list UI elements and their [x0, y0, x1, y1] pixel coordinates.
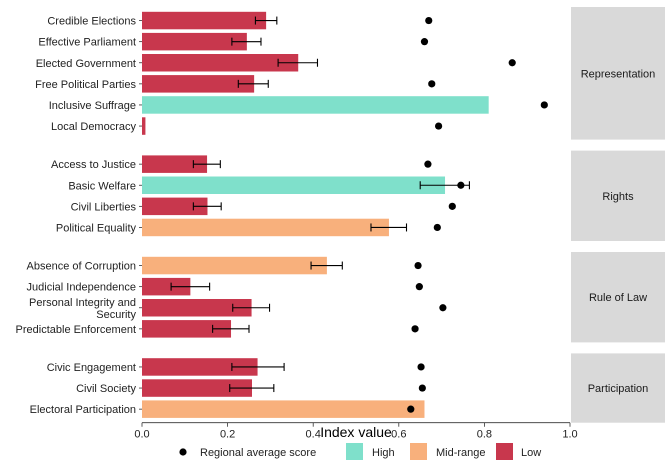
- panel-strip-label: Participation: [588, 383, 649, 395]
- bar: [142, 379, 252, 397]
- bar: [142, 11, 267, 30]
- average-point: [425, 16, 433, 25]
- bar: [142, 75, 255, 93]
- panel-strip: [571, 252, 665, 343]
- panels: Representation Credible Elections Effectiv…: [16, 7, 665, 423]
- x-tick-label: 0.0: [134, 429, 149, 441]
- panel-0: Representation Credible Elections Effectiv…: [35, 7, 665, 140]
- panel-strip: [571, 353, 665, 423]
- legend-label: Low: [521, 447, 541, 459]
- average-point: [439, 304, 447, 312]
- legend-point-label: Regional average score: [200, 447, 316, 459]
- bar: [142, 256, 327, 275]
- average-point: [424, 160, 432, 168]
- panel-1: Rights Access to Justice Basic Welfare Civi…: [51, 150, 665, 241]
- category-label: Basic Welfare: [68, 180, 136, 192]
- bar: [142, 197, 208, 216]
- category-label: Civil Liberties: [71, 201, 137, 213]
- bar: [142, 117, 146, 135]
- x-tick-label: 0.4: [306, 429, 321, 441]
- x-tick-label: 0.6: [391, 429, 406, 441]
- category-label: Access to Justice: [51, 159, 136, 171]
- legend-swatch: [346, 443, 363, 460]
- x-axis: 0.0 0.2 0.4 0.6 0.8 1.0: [134, 422, 578, 441]
- panel-strip-label: Representation: [581, 68, 656, 80]
- category-label: Inclusive Suffrage: [49, 100, 136, 112]
- bar: [142, 32, 247, 51]
- average-point: [414, 261, 422, 270]
- category-label: Absence of Corruption: [27, 261, 136, 273]
- category-label: Elected Government: [36, 58, 136, 70]
- panel-strip-label: Rights: [602, 191, 634, 203]
- x-axis-title: Index value: [320, 424, 392, 440]
- legend-point-key: [179, 448, 187, 456]
- category-label: Effective Parliament: [38, 37, 136, 49]
- average-point: [428, 80, 436, 88]
- panel-3: Participation Civic Engagement Civil Socie…: [30, 353, 665, 423]
- bar: [142, 96, 489, 114]
- average-point: [417, 363, 425, 371]
- bar: [142, 176, 446, 194]
- legend-swatch: [496, 443, 513, 460]
- category-label: Civic Engagement: [47, 362, 136, 374]
- legend-label: High: [372, 447, 395, 459]
- bar: [142, 320, 232, 338]
- bar: [142, 400, 425, 418]
- bar: [142, 358, 258, 376]
- average-point: [435, 122, 443, 130]
- category-label: Civil Society: [76, 383, 136, 395]
- panel-2: Rule of Law Absence of Corruption Judicial…: [16, 252, 665, 343]
- category-label: Political Equality: [56, 222, 137, 234]
- x-tick-label: 0.8: [477, 429, 492, 441]
- average-point: [411, 325, 419, 333]
- average-point: [418, 384, 426, 392]
- bar: [142, 155, 208, 173]
- legend-label: Mid-range: [436, 447, 486, 459]
- average-point: [433, 223, 441, 232]
- panel-strip: [571, 7, 665, 140]
- bar: [142, 299, 252, 317]
- average-point: [420, 38, 429, 46]
- average-point: [508, 59, 516, 67]
- average-point: [540, 101, 548, 109]
- panel-strip: [571, 150, 665, 241]
- category-label: Free Political Parties: [35, 79, 136, 91]
- x-tick-label: 0.2: [220, 429, 235, 441]
- bar: [142, 54, 299, 72]
- bar: [142, 218, 389, 237]
- average-point: [448, 202, 456, 210]
- category-label: Predictable Enforcement: [16, 324, 136, 336]
- average-point: [415, 283, 423, 291]
- bar: [142, 277, 191, 296]
- category-label: Credible Elections: [47, 16, 136, 28]
- category-label: Electoral Participation: [30, 404, 136, 416]
- category-label: Personal Integrity and Security: [29, 297, 137, 321]
- legend-swatch: [410, 443, 427, 460]
- x-tick-label: 1.0: [562, 429, 577, 441]
- average-point: [457, 181, 465, 189]
- category-label: Judicial Independence: [27, 282, 136, 294]
- category-label: Local Democracy: [51, 121, 136, 133]
- average-point: [407, 405, 415, 413]
- legend: Regional average score High Mid-range Low: [179, 443, 541, 460]
- panel-strip-label: Rule of Law: [589, 292, 647, 304]
